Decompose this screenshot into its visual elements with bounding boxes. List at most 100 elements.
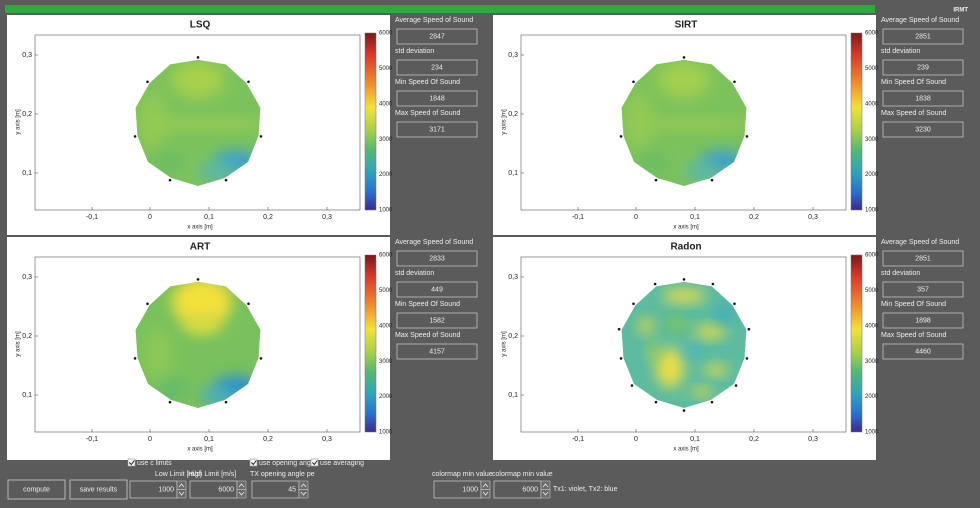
stat-box	[396, 121, 478, 138]
plot-area	[520, 34, 847, 211]
sensor	[259, 357, 263, 360]
colorbar-tick-label: 4000	[379, 101, 393, 107]
sensor	[745, 357, 749, 360]
stat-label: Min Speed Of Sound	[395, 79, 460, 86]
heatmap-region	[634, 118, 747, 130]
stat-value: 4157	[429, 348, 445, 355]
button[interactable]	[7, 479, 66, 500]
button-label[interactable]: save results	[80, 486, 118, 493]
spin-down-arrow	[178, 491, 185, 496]
y-tick-label: 0,2	[508, 111, 518, 118]
stat-value: 2833	[429, 255, 445, 262]
spin-down-arrow	[482, 491, 489, 496]
colorbar-tick-label: 2000	[379, 172, 393, 178]
sensor	[745, 135, 749, 138]
heatmap-region	[694, 325, 726, 339]
spin-up[interactable]	[176, 480, 187, 490]
colorbar-tick-label: 6000	[865, 253, 879, 259]
checkbox[interactable]	[310, 458, 319, 467]
heatmap-region	[664, 316, 688, 332]
input-value[interactable]: 6000	[218, 486, 234, 493]
progress-bar	[5, 5, 875, 13]
input-value[interactable]: 45	[288, 486, 296, 493]
spin-down-arrow	[238, 491, 245, 496]
colorbar-tick-label: 3000	[865, 359, 879, 365]
heatmap	[135, 59, 261, 186]
plot-area	[520, 256, 847, 433]
stat-label: std deviation	[395, 270, 434, 277]
sensor	[734, 384, 738, 387]
heatmap-region	[658, 62, 710, 98]
x-tick-label: 0,1	[204, 436, 214, 443]
sensor	[247, 302, 250, 306]
heatmap-region	[172, 281, 232, 326]
x-tick-label: 0,2	[263, 214, 273, 221]
colorbar-tick-label: 5000	[865, 288, 879, 294]
button[interactable]	[69, 479, 128, 500]
plot-panel: LSQ -0,1 0 0,1 0,2 0,3 0,3 0,2 0,1 x axis [m] y ax…	[7, 15, 393, 235]
sensor	[682, 56, 686, 59]
stat-label: Average Speed of Sound	[881, 239, 959, 246]
heatmap-region	[662, 289, 706, 303]
stat-box	[396, 250, 478, 267]
spin-down[interactable]	[236, 489, 247, 499]
checkbox[interactable]	[127, 458, 136, 467]
input-value[interactable]: 6000	[522, 486, 538, 493]
button-label[interactable]: compute	[23, 486, 50, 493]
checkbox-label[interactable]: use opening angl	[259, 460, 313, 467]
stat-value: 357	[917, 286, 929, 293]
x-tick-label: 0	[634, 214, 638, 221]
checkbox-check[interactable]	[128, 460, 135, 466]
spin-up-arrow	[482, 483, 489, 488]
y-tick-label: 0,1	[22, 170, 32, 177]
y-tick-label: 0,2	[22, 111, 32, 118]
spin-down[interactable]	[176, 489, 187, 499]
sensor	[168, 400, 172, 404]
spin-down[interactable]	[480, 489, 491, 499]
checkbox[interactable]	[249, 458, 258, 467]
stat-box	[396, 343, 478, 360]
heatmap-region	[638, 318, 654, 334]
y-axis-label: y axis [m]	[502, 109, 508, 135]
input-value[interactable]: 1000	[158, 486, 174, 493]
spin-up[interactable]	[540, 480, 551, 490]
spin-up-arrow	[300, 483, 307, 488]
field-label: Low Limit [m/s]	[155, 471, 202, 478]
checkbox-check[interactable]	[250, 460, 257, 466]
y-tick-label: 0,3	[22, 52, 32, 59]
panel-title: Radon	[670, 242, 701, 253]
stat-value: 449	[431, 286, 443, 293]
stat-box	[882, 121, 964, 138]
colorbar-tick-label: 2000	[865, 172, 879, 178]
stat-box	[882, 59, 964, 76]
input-value[interactable]: 1000	[462, 486, 478, 493]
spin-down[interactable]	[540, 489, 551, 499]
spin-down[interactable]	[298, 489, 309, 499]
heatmap-region	[686, 346, 702, 358]
checkbox-check[interactable]	[311, 460, 318, 466]
heatmap-region	[182, 314, 222, 334]
sensor	[654, 178, 658, 182]
sensor	[133, 135, 137, 138]
x-tick-label: 0,2	[749, 436, 759, 443]
sensor	[733, 302, 736, 306]
spin-up[interactable]	[480, 480, 491, 490]
heatmap-region	[144, 328, 172, 380]
checkbox-label[interactable]: use averaging	[320, 460, 364, 467]
y-tick-label: 0,2	[22, 333, 32, 340]
stat-box	[882, 343, 964, 360]
x-tick-label: 0,3	[322, 214, 332, 221]
colorbar-tick-label: 2000	[865, 394, 879, 400]
spin-up-arrow	[542, 483, 549, 488]
panel-title: LSQ	[190, 20, 211, 31]
stat-label: Average Speed of Sound	[395, 17, 473, 24]
colorbar-tick-label: 1000	[379, 208, 393, 214]
checkbox-label[interactable]: use c limits	[137, 460, 172, 467]
y-tick-label: 0,2	[508, 333, 518, 340]
plot-panel: SIRT -0,1 0 0,1 0,2 0,3 0,3 0,2 0,1 x axis [m] y a…	[493, 15, 879, 235]
stat-label: Average Speed of Sound	[395, 239, 473, 246]
spin-up[interactable]	[236, 480, 247, 490]
plot-panel: Radon -0,1 0 0,1 0,2 0,3 0,3 0,2 0,1 x axis [m] y …	[493, 237, 879, 460]
stat-box	[396, 281, 478, 298]
spin-up[interactable]	[298, 480, 309, 490]
